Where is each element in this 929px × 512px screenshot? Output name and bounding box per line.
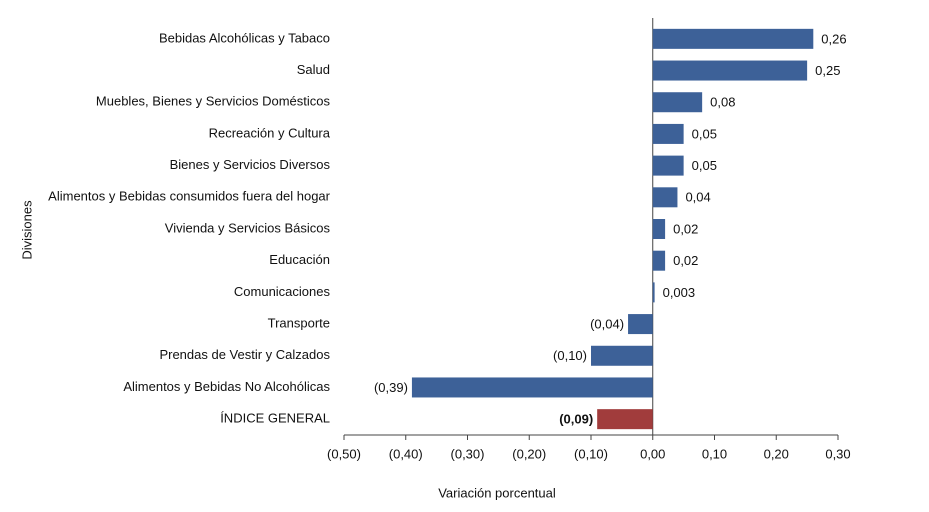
value-label: 0,02 (673, 253, 698, 268)
value-label: (0,09) (559, 412, 593, 427)
bar (652, 219, 666, 239)
value-label: (0,10) (553, 348, 587, 363)
y-tick-label: Salud (297, 62, 330, 77)
x-tick-label: (0,40) (389, 446, 423, 461)
value-label: 0,02 (673, 221, 698, 236)
y-tick-label: Transporte (268, 316, 330, 331)
bar (652, 123, 684, 144)
bar (652, 92, 703, 113)
y-tick-label: Bebidas Alcohólicas y Tabaco (159, 30, 330, 45)
x-tick-label: 0,30 (825, 446, 850, 461)
x-tick-label: 0,00 (640, 446, 665, 461)
bar (652, 187, 678, 208)
bar (628, 314, 653, 335)
y-tick-label: ÍNDICE GENERAL (220, 411, 330, 426)
y-tick-label: Alimentos y Bebidas consumidos fuera del… (48, 189, 330, 204)
x-axis-title: Variación porcentual (438, 485, 556, 500)
value-label: 0,003 (663, 285, 696, 300)
bar (652, 282, 655, 303)
x-tick-label: 0,10 (702, 446, 727, 461)
value-label: 0,26 (821, 31, 846, 46)
y-tick-label: Alimentos y Bebidas No Alcohólicas (123, 379, 330, 394)
y-tick-label: Prendas de Vestir y Calzados (159, 347, 330, 362)
y-tick-label: Comunicaciones (234, 284, 331, 299)
x-tick-label: (0,30) (451, 446, 485, 461)
x-tick-label: (0,10) (574, 446, 608, 461)
bar (652, 155, 684, 176)
y-axis-title: Divisiones (19, 200, 34, 260)
x-tick-label: (0,20) (512, 446, 546, 461)
y-tick-label: Vivienda y Servicios Básicos (165, 220, 331, 235)
y-tick-label: Recreación y Cultura (209, 125, 331, 140)
bar (652, 250, 666, 271)
value-label: 0,05 (692, 158, 717, 173)
y-tick-label: Muebles, Bienes y Servicios Domésticos (96, 94, 331, 109)
value-label: 0,05 (692, 126, 717, 141)
value-label: 0,25 (815, 63, 840, 78)
value-label: 0,04 (685, 190, 710, 205)
bar (411, 377, 653, 398)
value-label: (0,04) (590, 317, 624, 332)
y-tick-label: Educación (269, 252, 330, 267)
bar (652, 28, 814, 49)
bar (597, 409, 653, 430)
bar (591, 345, 653, 366)
bar (652, 60, 808, 81)
value-label: 0,08 (710, 95, 735, 110)
y-tick-label: Bienes y Servicios Diversos (170, 157, 331, 172)
x-tick-label: (0,50) (327, 446, 361, 461)
x-tick-label: 0,20 (764, 446, 789, 461)
value-label: (0,39) (374, 380, 408, 395)
